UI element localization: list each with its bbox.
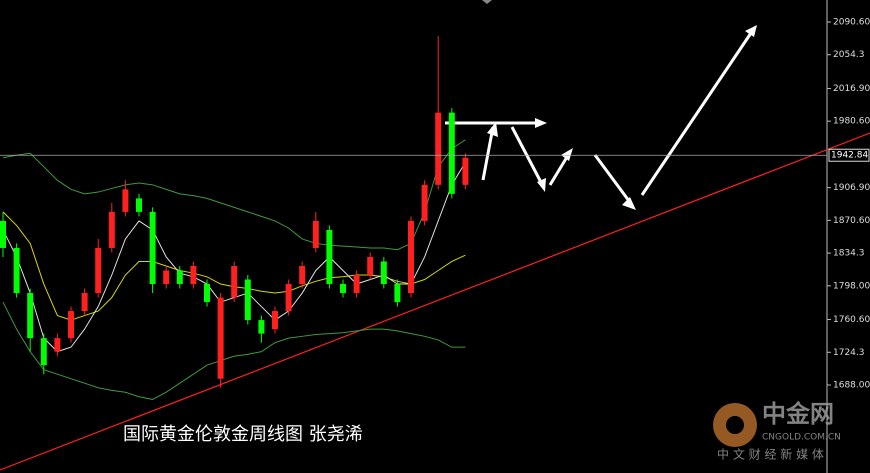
candle-body: [244, 279, 251, 321]
forecast-arrows: [445, 29, 755, 206]
candle-body: [81, 293, 88, 312]
candle-body: [326, 229, 333, 285]
candle-body: [204, 284, 210, 303]
y-tick-label: 1980.60: [833, 117, 870, 127]
chart-title: 国际黄金伦敦金周线图 张尧浠: [123, 424, 363, 445]
candle-body: [258, 320, 265, 334]
slogan: 中 文 财 经 新 媒 体: [717, 447, 824, 462]
scroll-marker: [482, 0, 492, 4]
candle-body: [340, 284, 346, 294]
candle-body: [435, 112, 442, 185]
candle-body: [95, 247, 102, 294]
y-tick-label: 1798.00: [833, 281, 870, 291]
candle-body: [462, 157, 469, 185]
trend-line: [0, 132, 870, 471]
y-tick-label: 1688.00: [833, 381, 870, 391]
brand: 中金网: [762, 400, 834, 428]
candle-body: [13, 247, 20, 294]
candle-body: [217, 297, 224, 379]
candle-body: [27, 293, 34, 339]
candle-body: [122, 189, 129, 212]
candle-body: [353, 275, 360, 294]
candle-body: [176, 270, 183, 285]
candle-body: [367, 256, 374, 275]
candle-body: [231, 265, 238, 298]
candle-body: [0, 220, 6, 248]
logo-hole: [726, 416, 744, 434]
y-tick-label: 2016.90: [833, 84, 870, 94]
watermark: 中金网 CNGOLD.COM.CN 中 文 财 经 新 媒 体: [713, 400, 841, 462]
candle-body: [136, 198, 142, 212]
candle-body: [285, 284, 292, 312]
candle-body: [408, 220, 414, 294]
arrow-heads: [487, 25, 757, 210]
indicator-line: [2, 301, 466, 400]
price-box: [828, 148, 870, 162]
candle-body: [108, 211, 115, 248]
y-tick-label: 1834.3: [833, 249, 865, 259]
candle-body: [312, 220, 319, 248]
y-tick-label: 2090.60: [833, 18, 870, 28]
y-tick-label: 1724.3: [833, 348, 865, 358]
candle-body: [448, 112, 455, 194]
candle-body: [149, 211, 156, 285]
y-tick-label: 1906.90: [833, 183, 870, 193]
candle-body: [272, 311, 278, 330]
site: CNGOLD.COM.CN: [762, 433, 841, 443]
candle-body: [380, 261, 387, 285]
current-price-label: 1942.84: [831, 151, 868, 161]
candle-body: [68, 311, 74, 339]
candle-body: [421, 184, 428, 221]
candle-body: [394, 284, 401, 303]
candle-body: [40, 338, 47, 366]
y-tick-label: 1760.60: [833, 315, 870, 325]
y-tick-label: 1870.60: [833, 216, 870, 226]
y-tick-label: 2054.3: [833, 50, 865, 60]
candle-body: [190, 265, 197, 285]
candle-body: [163, 270, 170, 285]
candle-body: [299, 265, 306, 285]
candle-body: [54, 338, 61, 352]
indicator-line: [2, 139, 466, 251]
